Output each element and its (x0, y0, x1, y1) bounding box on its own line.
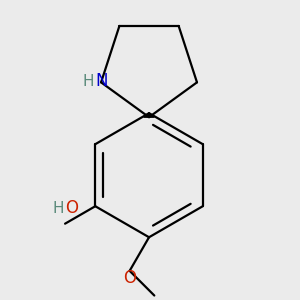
Text: O: O (123, 269, 136, 287)
Text: H: H (53, 201, 64, 216)
Text: N: N (95, 72, 108, 90)
Text: H: H (83, 74, 94, 89)
Text: O: O (65, 199, 79, 217)
Polygon shape (144, 113, 154, 117)
